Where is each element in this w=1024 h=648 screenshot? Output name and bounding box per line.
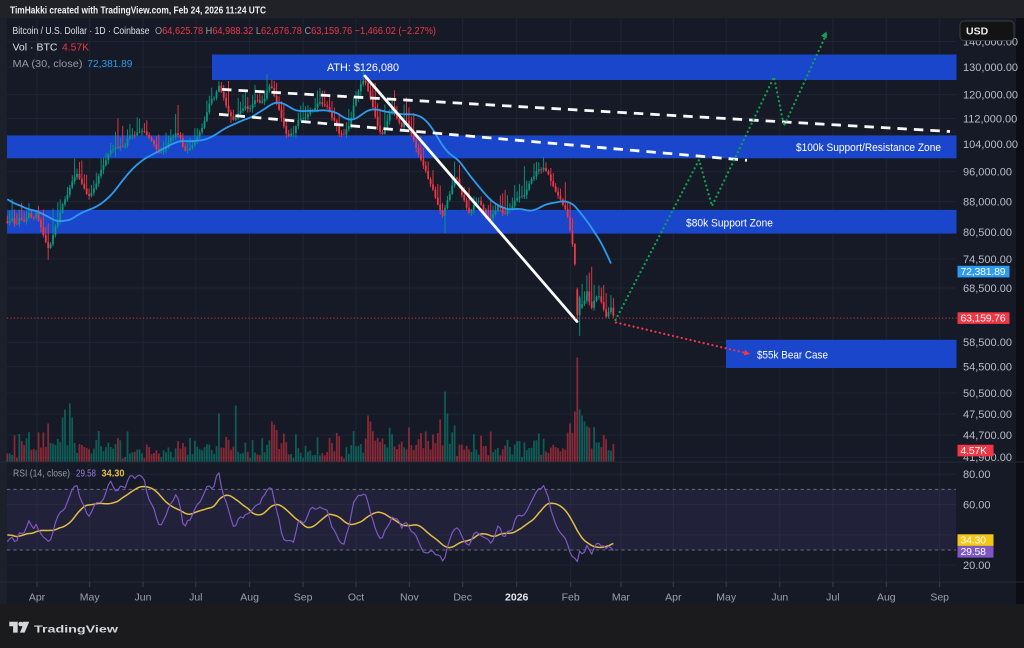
svg-text:Jun: Jun bbox=[135, 592, 152, 604]
svg-text:4.57K: 4.57K bbox=[961, 445, 988, 457]
svg-text:Jun: Jun bbox=[771, 592, 788, 604]
svg-text:4.57K: 4.57K bbox=[62, 43, 89, 54]
svg-text:80,500.00: 80,500.00 bbox=[963, 227, 1012, 239]
svg-text:34.30: 34.30 bbox=[102, 468, 125, 480]
svg-text:29.58: 29.58 bbox=[961, 546, 987, 558]
svg-text:88,000.00: 88,000.00 bbox=[963, 196, 1012, 208]
svg-text:Apr: Apr bbox=[665, 592, 682, 604]
svg-text:68,500.00: 68,500.00 bbox=[963, 283, 1012, 295]
svg-text:63,159.76: 63,159.76 bbox=[961, 313, 1006, 325]
svg-text:O64,625.78 H64,988.32 L62,676.: O64,625.78 H64,988.32 L62,676.78 C63,159… bbox=[155, 26, 436, 37]
svg-text:Vol · BTC: Vol · BTC bbox=[13, 43, 58, 54]
svg-text:2026: 2026 bbox=[505, 592, 529, 604]
svg-text:TimHakki created with TradingV: TimHakki created with TradingView.com, F… bbox=[10, 5, 266, 17]
svg-text:Nov: Nov bbox=[400, 592, 419, 604]
svg-text:72,381.89: 72,381.89 bbox=[87, 59, 132, 70]
svg-text:120,000.00: 120,000.00 bbox=[963, 89, 1018, 101]
svg-text:USD: USD bbox=[966, 26, 989, 38]
svg-text:Apr: Apr bbox=[29, 592, 46, 604]
svg-text:72,381.89: 72,381.89 bbox=[961, 266, 1006, 278]
svg-text:RSI (14, close): RSI (14, close) bbox=[13, 469, 70, 480]
svg-text:112,000.00: 112,000.00 bbox=[963, 113, 1017, 125]
svg-text:50,500.00: 50,500.00 bbox=[963, 388, 1012, 400]
svg-text:May: May bbox=[80, 592, 101, 604]
svg-text:130,000.00: 130,000.00 bbox=[963, 62, 1018, 74]
svg-text:54,500.00: 54,500.00 bbox=[963, 362, 1012, 374]
svg-text:47,500.00: 47,500.00 bbox=[963, 409, 1012, 421]
svg-text:Jul: Jul bbox=[189, 592, 202, 604]
svg-text:Sep: Sep bbox=[294, 592, 313, 604]
svg-text:96,000.00: 96,000.00 bbox=[963, 166, 1012, 178]
svg-text:80.00: 80.00 bbox=[963, 469, 991, 481]
svg-text:Sep: Sep bbox=[930, 592, 949, 604]
svg-text:44,700.00: 44,700.00 bbox=[963, 430, 1012, 442]
svg-text:20.00: 20.00 bbox=[963, 560, 991, 572]
svg-text:60.00: 60.00 bbox=[963, 499, 991, 511]
svg-text:Mar: Mar bbox=[612, 592, 631, 604]
svg-text:Jul: Jul bbox=[826, 592, 839, 604]
svg-text:$80k Support Zone: $80k Support Zone bbox=[686, 218, 773, 230]
svg-text:Feb: Feb bbox=[562, 592, 580, 604]
svg-text:Aug: Aug bbox=[877, 592, 896, 604]
svg-text:Oct: Oct bbox=[348, 592, 364, 604]
svg-text:ATH: $126,080: ATH: $126,080 bbox=[327, 62, 399, 74]
svg-text:May: May bbox=[716, 592, 737, 604]
svg-text:MA (30, close): MA (30, close) bbox=[13, 59, 83, 70]
svg-text:34.30: 34.30 bbox=[961, 535, 987, 547]
svg-text:104,000.00: 104,000.00 bbox=[963, 139, 1018, 151]
svg-text:$100k Support/Resistance Zone: $100k Support/Resistance Zone bbox=[796, 142, 941, 154]
svg-text:Bitcoin / U.S. Dollar · 1D · C: Bitcoin / U.S. Dollar · 1D · Coinbase bbox=[13, 26, 150, 37]
svg-text:$55k Bear Case: $55k Bear Case bbox=[757, 350, 828, 362]
svg-text:29.58: 29.58 bbox=[76, 468, 96, 480]
svg-text:74,500.00: 74,500.00 bbox=[963, 254, 1012, 266]
svg-text:TradingView: TradingView bbox=[34, 624, 119, 636]
svg-text:Aug: Aug bbox=[240, 592, 259, 604]
svg-text:58,500.00: 58,500.00 bbox=[963, 337, 1012, 349]
svg-text:Dec: Dec bbox=[453, 592, 472, 604]
